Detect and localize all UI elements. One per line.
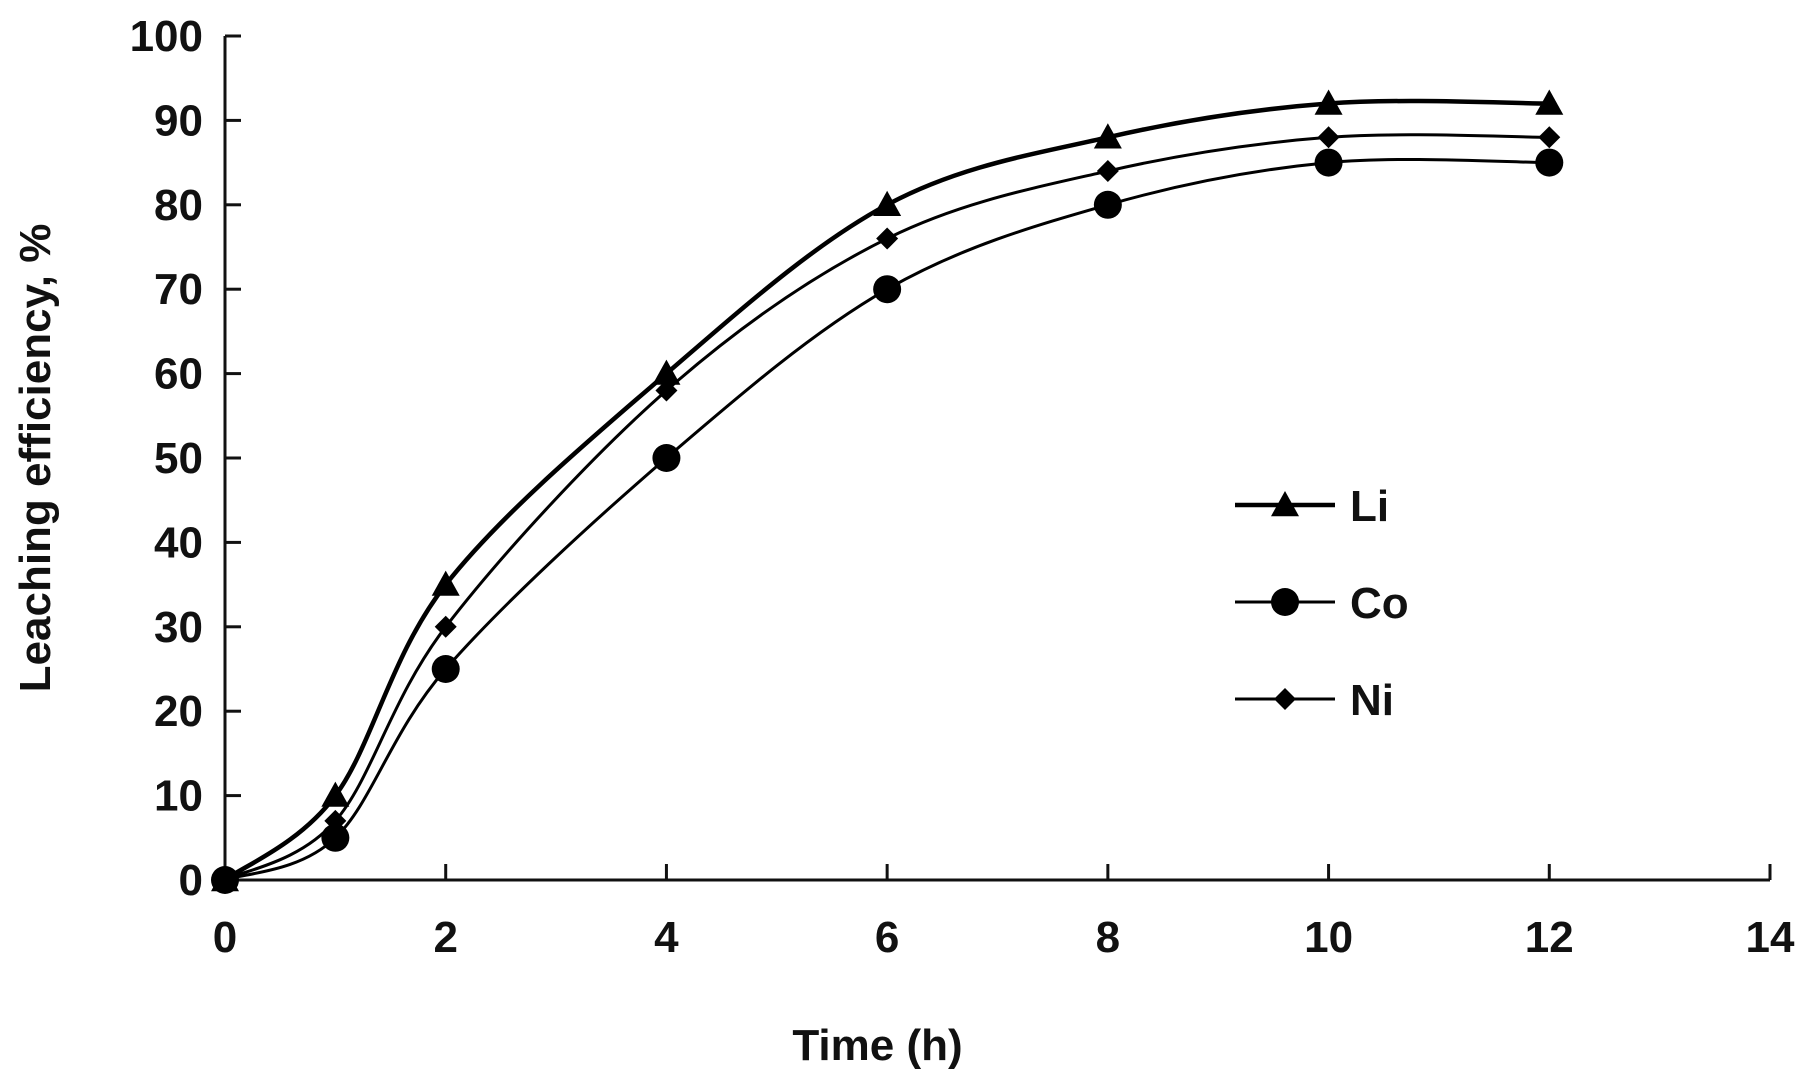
data-point-co [652, 444, 681, 472]
y-tick-label: 30 [154, 603, 203, 652]
legend-marker-shape [1271, 491, 1299, 517]
y-tick-label: 60 [154, 350, 203, 399]
legend: Li Co Ni [1235, 482, 1409, 725]
series-line-co [224, 157, 1550, 882]
series-line-li [223, 98, 1550, 882]
data-point-co [1314, 148, 1343, 177]
data-point-li [1314, 89, 1343, 115]
data-point-ni [1317, 126, 1340, 149]
data-point-co [431, 655, 460, 683]
data-point-ni [324, 809, 347, 832]
legend-label-co: Co [1350, 579, 1409, 628]
x-tick-label: 6 [875, 913, 899, 962]
y-tick-label: 100 [130, 12, 203, 61]
legend-marker-shape [1271, 588, 1299, 616]
y-tick-label: 40 [154, 518, 203, 567]
series-ni [214, 126, 1561, 891]
series-line-ni [224, 133, 1550, 882]
legend-marker-co [1271, 588, 1299, 616]
data-point-co [873, 275, 902, 304]
y-tick-label: 50 [154, 434, 203, 483]
data-point-ni [434, 615, 457, 638]
data-point-li [1093, 123, 1122, 149]
y-tick-label: 70 [154, 265, 203, 314]
data-point-ni [655, 379, 678, 402]
data-point-co [1535, 148, 1564, 177]
legend-label-ni: Ni [1350, 676, 1394, 725]
data-point-ni [1538, 126, 1561, 149]
series-co [211, 148, 1564, 894]
data-point-co [1093, 190, 1122, 219]
x-tick-label: 10 [1304, 913, 1353, 962]
x-axis-title: Time (h) [792, 1021, 962, 1070]
y-tick-label: 90 [154, 96, 203, 145]
y-axis-title: Leaching efficiency, % [11, 224, 60, 693]
y-tick-label: 20 [154, 687, 203, 736]
data-point-li [873, 190, 902, 216]
data-point-ni [876, 227, 899, 250]
legend-marker-ni [1274, 688, 1296, 710]
x-tick-label: 0 [213, 913, 237, 962]
data-point-li [1535, 89, 1564, 115]
data-point-co [321, 823, 350, 852]
legend-marker-li [1271, 491, 1299, 517]
y-tick-label: 10 [154, 772, 203, 821]
x-ticks: 0 2 4 6 8 10 12 14 [213, 864, 1795, 962]
x-tick-label: 12 [1525, 913, 1574, 962]
x-tick-label: 4 [654, 913, 679, 962]
x-tick-label: 14 [1746, 913, 1795, 962]
y-tick-label: 0 [179, 856, 203, 905]
series-layer [211, 89, 1564, 894]
data-point-li [321, 781, 350, 807]
legend-marker-shape [1274, 688, 1296, 710]
x-tick-label: 8 [1096, 913, 1120, 962]
x-tick-label: 2 [433, 913, 457, 962]
legend-item-ni: Ni [1235, 676, 1394, 725]
legend-item-co: Co [1235, 579, 1409, 628]
data-point-ni [1096, 160, 1119, 183]
y-tick-label: 80 [154, 181, 203, 230]
data-point-ni [214, 869, 236, 891]
data-point-li [431, 570, 460, 596]
legend-label-li: Li [1350, 482, 1389, 531]
legend-item-li: Li [1235, 482, 1389, 531]
y-ticks: 0 10 20 30 40 50 60 70 80 90 100 [130, 12, 241, 905]
data-point-li [652, 359, 681, 385]
